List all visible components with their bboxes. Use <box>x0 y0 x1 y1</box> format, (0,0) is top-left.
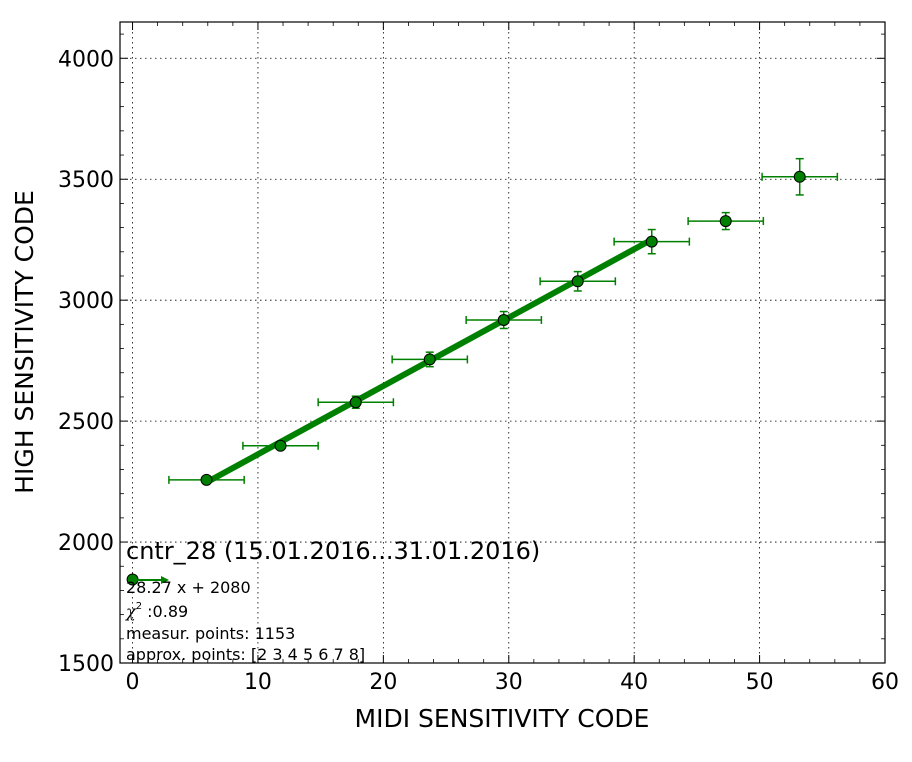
y-tick-label: 2500 <box>58 410 114 435</box>
x-tick-label: 50 <box>746 670 774 695</box>
data-point-marker <box>497 314 510 327</box>
annotation-measured-points: measur. points: 1153 <box>126 624 295 643</box>
data-point-marker <box>571 275 584 288</box>
data-point-marker <box>645 235 658 248</box>
annotation-block: cntr_28 (15.01.2016...31.01.2016) 28.27 … <box>125 537 540 664</box>
annotation-title: cntr_28 (15.01.2016...31.01.2016) <box>126 537 540 565</box>
y-axis-label: HIGH SENSITIVITY CODE <box>10 190 39 494</box>
x-tick-label: 40 <box>620 670 648 695</box>
data-point-marker <box>349 396 362 409</box>
annotation-equation: 28.27 x + 2080 <box>126 578 251 597</box>
y-tick-label: 2000 <box>58 531 114 556</box>
x-tick-label: 30 <box>495 670 523 695</box>
data-point-marker <box>423 353 436 366</box>
data-point-marker <box>200 473 213 486</box>
chi2-superscript: 2 <box>136 601 142 612</box>
data-point-marker <box>274 439 287 452</box>
x-tick-label: 60 <box>871 670 899 695</box>
annotation-chi2: χ2 :0.89 <box>125 601 188 621</box>
x-tick-label: 20 <box>369 670 397 695</box>
data-point-marker <box>793 170 806 183</box>
y-tick-label: 1500 <box>58 652 114 677</box>
legend-arrow-icon <box>161 576 169 584</box>
y-tick-label: 3000 <box>58 289 114 314</box>
chi2-symbol: χ <box>125 602 137 621</box>
x-tick-label: 10 <box>244 670 272 695</box>
chi2-value: :0.89 <box>142 602 188 621</box>
x-axis-label: MIDI SENSITIVITY CODE <box>355 704 650 733</box>
y-tick-label: 3500 <box>58 168 114 193</box>
data-points <box>126 157 839 586</box>
plot-frame <box>119 21 886 664</box>
tick-labels: 0 10 20 30 40 50 60 1500 2000 2500 3000 3500 4000 <box>58 47 899 695</box>
y-tick-label: 4000 <box>58 47 114 72</box>
annotation-approx-points: approx. points: [2 3 4 5 6 7 8] <box>126 645 365 664</box>
data-point-marker <box>719 215 732 228</box>
tick-marks <box>120 22 886 664</box>
x-tick-label: 0 <box>126 670 140 695</box>
